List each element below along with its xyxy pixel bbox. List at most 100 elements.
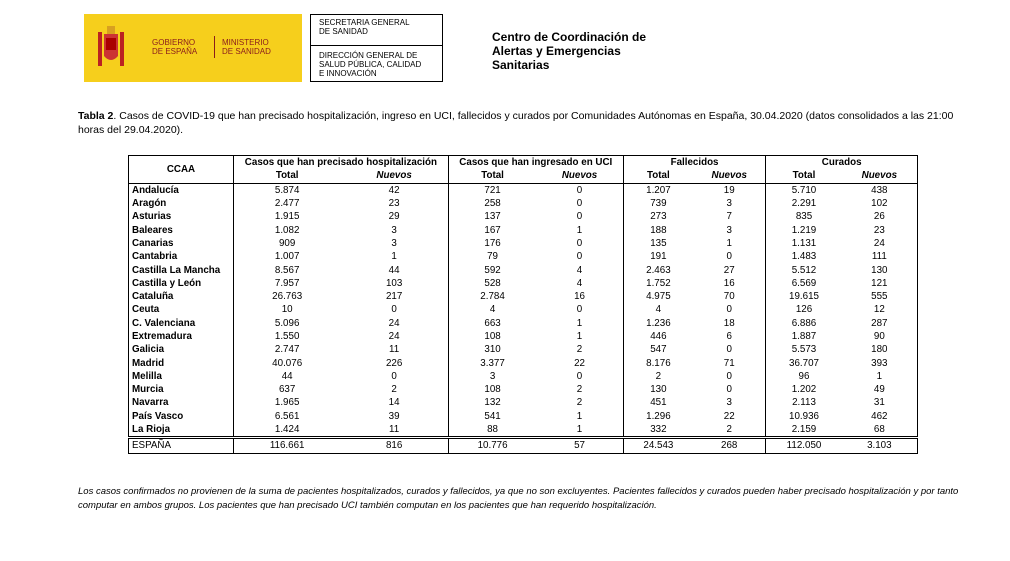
subheader-cell: Nuevos — [841, 169, 918, 184]
cell: 108 — [447, 329, 537, 344]
cell: 0 — [391, 304, 397, 316]
header-row: CCAA Casos que han precisado hospitalizac… — [128, 155, 918, 184]
cell: 57 — [536, 436, 624, 454]
cell: 88 — [447, 422, 537, 438]
cell: 3 — [726, 198, 732, 210]
row-label: Ceuta — [132, 304, 160, 316]
cell: 31 — [873, 397, 885, 409]
table-row: ESPAÑA 116.661 816 10.776 57 24.543 268 112.050… — [128, 436, 918, 454]
cell: 909 — [232, 236, 341, 251]
box-line: E INNOVACIÓN — [319, 69, 377, 78]
data-table: CCAA Casos que han precisado hospitalizac… — [128, 155, 918, 454]
cell: 6 — [726, 331, 732, 342]
cell: 5.874 — [232, 183, 341, 197]
cell: 0 — [726, 384, 732, 396]
cell: 268 — [693, 436, 766, 454]
table-row: Ceuta 10 0 4 0 4 0 126 12 — [129, 303, 918, 317]
cell: 24.543 — [622, 436, 694, 454]
cell: 40.076 — [232, 356, 341, 370]
cell: 23 — [388, 198, 400, 210]
cell: 0 — [576, 370, 583, 382]
cell: 592 — [447, 263, 537, 277]
table-row: Aragón 2.477 23 258 0 739 3 2.291 102 — [129, 196, 918, 211]
row-label: ESPAÑA — [128, 436, 234, 454]
center-line: Alertas y Emergencias — [492, 44, 621, 58]
cell: 1.965 — [232, 396, 341, 410]
cell: 1 — [391, 251, 397, 263]
cell: 1 — [876, 370, 883, 382]
cell: 0 — [576, 237, 583, 249]
cell: 217 — [385, 291, 403, 303]
center-line: Sanitarias — [492, 58, 550, 72]
cell: 1.550 — [232, 329, 341, 344]
cell: 191 — [622, 250, 694, 264]
cell: 12 — [873, 304, 885, 316]
cell: 1 — [576, 424, 583, 436]
row-label: Andalucía — [132, 184, 179, 196]
cell: 5.573 — [765, 343, 842, 357]
caption: Tabla 2. Casos de COVID-19 que han preci… — [78, 109, 978, 137]
cell: 126 — [765, 303, 842, 317]
cell: 637 — [232, 383, 341, 397]
cell: 446 — [622, 329, 694, 344]
cell: 4 — [447, 303, 537, 317]
cell: 2 — [391, 384, 397, 396]
row-label: Baleares — [132, 224, 173, 236]
cell: 6.569 — [765, 276, 842, 290]
cell: 528 — [447, 276, 537, 290]
cell: 2.477 — [232, 196, 341, 211]
row-label: Galicia — [132, 344, 165, 356]
table-row: Melilla 44 0 3 0 2 0 96 1 — [129, 369, 918, 384]
cell: 29 — [388, 211, 400, 223]
box-separator — [311, 45, 442, 46]
subheader-cell: Total — [765, 169, 842, 184]
cell: 2.291 — [765, 196, 842, 211]
cell: 10.936 — [765, 409, 842, 423]
center-title: Centro de Coordinación de Alertas y Emer… — [492, 30, 646, 72]
cell: 176 — [447, 236, 537, 251]
cell: 5.512 — [765, 263, 842, 277]
cell: 1 — [576, 410, 583, 422]
table-row: Cantabria 1.007 1 79 0 191 0 1.483 111 — [129, 250, 918, 264]
cell: 16 — [574, 291, 585, 303]
group-header: Fallecidos — [622, 155, 766, 170]
cell: 1 — [576, 317, 583, 329]
table-row: Canarias 909 3 176 0 135 1 1.131 24 — [129, 236, 918, 251]
cell: 287 — [871, 317, 888, 329]
logo: GOBIERNO DE ESPAÑA MINISTERIO DE SANIDAD — [84, 14, 302, 82]
cell: 332 — [622, 422, 694, 438]
row-label: Castilla y León — [132, 277, 202, 289]
row-label: Madrid — [132, 357, 165, 369]
cell: 451 — [622, 396, 694, 410]
department-box: SECRETARIA GENERAL DE SANIDAD DIRECCIÓN G… — [310, 14, 443, 82]
cell: 0 — [576, 251, 583, 263]
subheader-cell: Nuevos — [693, 169, 766, 184]
cell: 1.424 — [232, 422, 341, 438]
cell: 4.975 — [622, 289, 694, 304]
table-row: Asturias 1.915 29 137 0 273 7 835 26 — [129, 210, 918, 224]
cell: 273 — [622, 210, 694, 224]
cell: 1.219 — [765, 223, 842, 237]
cell: 0 — [391, 370, 397, 382]
cell: 1.915 — [232, 210, 341, 224]
cell: 7 — [726, 211, 732, 223]
cell: 3 — [726, 397, 732, 409]
cell: 4 — [576, 264, 583, 276]
row-label: C. Valenciana — [132, 317, 196, 329]
cell: 188 — [622, 223, 694, 237]
cell: 70 — [723, 291, 735, 303]
table-row: Castilla La Mancha 8.567 44 592 4 2.463 27 5.51… — [129, 263, 918, 277]
cell: 462 — [871, 410, 888, 422]
row-label: Cataluña — [132, 291, 174, 303]
cell: 2 — [576, 344, 583, 356]
caption-text: . Casos de COVID-19 que han precisado ho… — [78, 110, 954, 136]
cell: 2 — [726, 424, 732, 436]
cell: 0 — [576, 304, 583, 316]
cell: 137 — [447, 210, 537, 224]
gov-line: GOBIERNO — [152, 38, 196, 47]
cell: 5.096 — [232, 316, 341, 330]
cell: 0 — [576, 184, 583, 196]
cell: 2.113 — [765, 396, 842, 410]
subheader-cell: Nuevos — [536, 169, 624, 184]
